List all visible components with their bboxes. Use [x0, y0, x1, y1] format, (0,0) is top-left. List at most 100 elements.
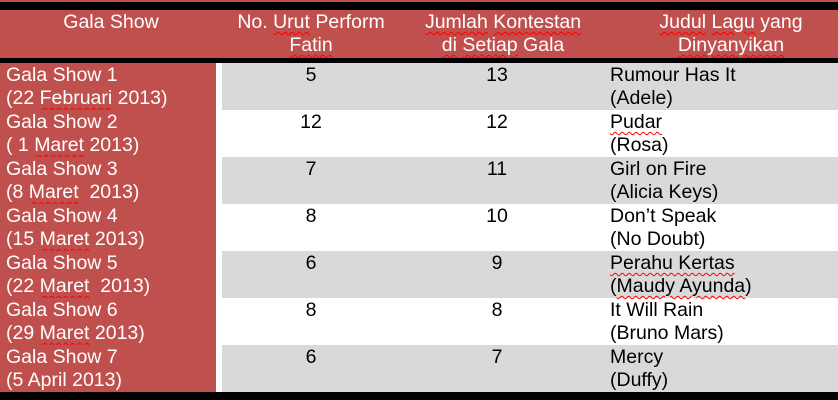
cell-text: Perahu Kertas (Maudy Ayunda) [610, 252, 838, 298]
cell-text: Mercy (Duffy) [610, 346, 838, 392]
text-line: Gala Show 3 [6, 158, 212, 181]
text-segment: 2013) [89, 322, 145, 344]
text-segment: ( 1 [6, 134, 35, 156]
text-segment: Don’t Speak [610, 205, 717, 227]
misspelled-word: Perahu Kertas [610, 252, 735, 274]
table-body: Gala Show 1 (22 Februari 2013) 5 13 Rumou… [0, 63, 838, 392]
text-line: di Setiap Gala [412, 34, 594, 57]
text-segment: Gala Show 3 [6, 158, 118, 180]
misspelled-word: Februari [39, 87, 113, 109]
text-line: Don’t Speak [610, 205, 838, 228]
text-line: (5 April 2013) [6, 369, 212, 392]
cell-text: Gala Show 6 (29 Maret 2013) [6, 299, 212, 345]
text-segment: 2013) [78, 181, 140, 203]
text-segment: Gala [517, 34, 565, 56]
text-line: Fatin [222, 34, 400, 57]
text-segment: 2013) [112, 87, 168, 109]
column-gap [216, 251, 222, 298]
text-segment: (Adele) [610, 87, 673, 109]
column-gap [216, 63, 222, 110]
cell-judul-lagu: Rumour Has It (Adele) [594, 63, 838, 110]
text-line: (22 Februari 2013) [6, 87, 212, 110]
cell-jumlah-kontestan: 13 [400, 63, 594, 110]
cell-gala-show: Gala Show 4 (15 Maret 2013) [0, 204, 216, 251]
text-segment: Gala Show 6 [6, 299, 118, 321]
cell-text: Girl on Fire (Alicia Keys) [610, 158, 838, 204]
text-segment: (Alicia Keys) [610, 181, 719, 203]
text-segment: Perform [309, 11, 385, 33]
text-line: ( 1 Maret 2013) [6, 134, 212, 157]
header-separator-line [0, 58, 838, 63]
table-row: Gala Show 6 (29 Maret 2013) 8 8 It Will R… [0, 298, 838, 345]
misspelled-word: Maret [39, 275, 90, 297]
cell-gala-show: Gala Show 2( 1 Maret 2013) [0, 110, 216, 157]
text-segment: Gala Show 2 [6, 111, 118, 133]
table-row: Gala Show 4 (15 Maret 2013) 8 10 Don’t Sp… [0, 204, 838, 251]
cell-jumlah-kontestan: 9 [400, 251, 594, 298]
column-header-no-urut-perform-fatin: No. Urut Perform Fatin [222, 10, 400, 58]
text-segment: Gala Show [63, 11, 159, 33]
text-line: Mercy [610, 346, 838, 369]
column-gap [216, 157, 222, 204]
text-segment: 2013) [84, 134, 140, 156]
table-row: Gala Show 1 (22 Februari 2013) 5 13 Rumou… [0, 63, 838, 110]
misspelled-word: Urut [273, 11, 310, 33]
text-line: (No Doubt) [610, 228, 838, 251]
text-segment: (15 [6, 228, 40, 250]
cell-text: Gala Show 3 (8 Maret 2013) [6, 158, 212, 204]
text-segment: Gala Show 7 [6, 346, 118, 368]
text-segment: ( [610, 275, 617, 297]
misspelled-word: Lagu [711, 11, 755, 33]
text-segment: (No Doubt) [610, 228, 706, 250]
text-segment: 2013) [89, 275, 151, 297]
cell-gala-show: Gala Show 1 (22 Februari 2013) [0, 63, 216, 110]
text-line: Girl on Fire [610, 158, 838, 181]
text-line: Gala Show 1 [6, 64, 212, 87]
text-line: Gala Show 7 [6, 346, 212, 369]
table-top-border [0, 2, 838, 10]
misspelled-word: Kontestan [493, 11, 582, 33]
column-gap [216, 298, 222, 345]
text-line: Jumlah Kontestan [412, 11, 594, 34]
text-line: Dinyanyikan [624, 34, 838, 57]
text-line: (Rosa) [610, 134, 838, 157]
misspelled-word: Maret [28, 181, 79, 203]
cell-no-urut-perform: 12 [300, 111, 322, 133]
column-gap [216, 345, 222, 392]
cell-text: Gala Show 4 (15 Maret 2013) [6, 205, 212, 251]
cell-text: Pudar (Rosa) [610, 111, 838, 157]
text-line: (22 Maret 2013) [6, 275, 212, 298]
text-segment: (29 [6, 322, 40, 344]
cell-jumlah-kontestan: 11 [400, 157, 594, 204]
cell-text: Gala Show 1 (22 Februari 2013) [6, 64, 212, 110]
cell-jumlah-kontestan: 12 [486, 111, 508, 133]
cell-jumlah-kontestan: 7 [400, 345, 594, 392]
misspelled-word: Maret [39, 322, 90, 344]
cell-text: It Will Rain (Bruno Mars) [610, 299, 838, 345]
table-header-row: Gala Show No. Urut Perform Fatin Jumlah K… [0, 10, 838, 58]
cell-judul-lagu: Don’t Speak (No Doubt) [594, 204, 838, 251]
text-line: Perahu Kertas [610, 252, 838, 275]
text-segment: (5 April 2013) [6, 369, 122, 391]
text-segment: It Will Rain [610, 299, 704, 321]
text-line: Gala Show 6 [6, 299, 212, 322]
table-row: Gala Show 3 (8 Maret 2013) 7 11 Girl on F… [0, 157, 838, 204]
text-segment: (8 [6, 181, 29, 203]
cell-no-urut-perform: 8 [305, 299, 317, 321]
table-row: Gala Show 2( 1 Maret 2013) 12 12 Pudar (R… [0, 110, 838, 157]
text-segment: ) [745, 275, 752, 297]
misspelled-word: Maudy Ayunda [616, 275, 746, 297]
cell-judul-lagu: Mercy (Duffy) [594, 345, 838, 392]
table-top-red-strip [0, 0, 838, 2]
misspelled-word: Setiap [462, 34, 518, 56]
text-line: (15 Maret 2013) [6, 228, 212, 251]
text-line: Gala Show 4 [6, 205, 212, 228]
column-gap [216, 204, 222, 251]
text-segment: Girl on Fire [610, 158, 707, 180]
misspelled-word: Jumlah [424, 11, 488, 33]
text-segment: (Bruno Mars) [610, 322, 724, 344]
text-line: Gala Show 2 [6, 111, 212, 134]
cell-no-urut-perform: 5 [222, 63, 400, 110]
text-line: (Alicia Keys) [610, 181, 838, 204]
text-segment: Gala Show 1 [6, 64, 118, 86]
